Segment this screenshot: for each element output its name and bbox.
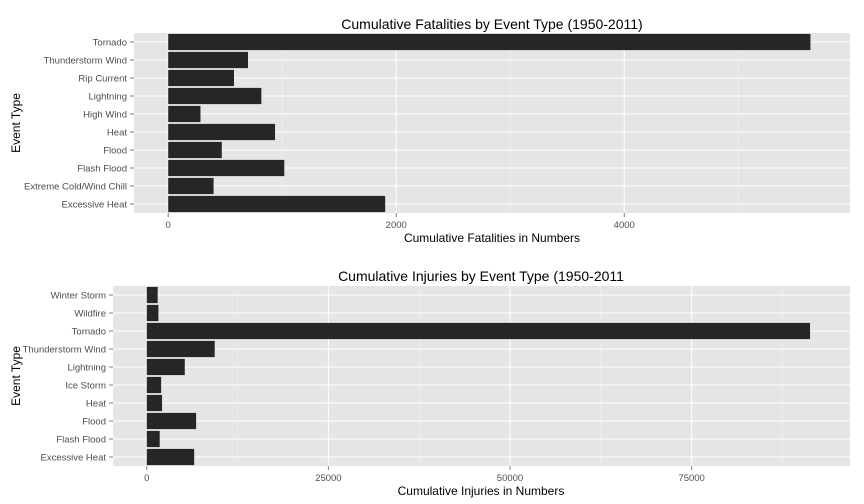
injuries-bars	[146, 286, 811, 466]
bar-high-wind	[168, 105, 201, 123]
injuries-x-tick-labels: 0 25000 50000 75000	[144, 466, 705, 484]
injuries-chart-title: Cumulative Injuries by Event Type (1950-…	[338, 268, 624, 284]
fatalities-chart: Cumulative Fatalities by Event Type (195…	[9, 16, 850, 245]
bar-rip-current	[168, 69, 234, 87]
category-label-extreme-cold-wind-chill: Extreme Cold/Wind Chill	[24, 182, 127, 193]
bar-wildfire	[146, 304, 159, 322]
fatalities-chart-title: Cumulative Fatalities by Event Type (195…	[341, 16, 642, 32]
fatalities-y-axis-title: Event Type	[9, 93, 23, 153]
injuries-category-labels: Winter Storm Wildfire Tornado Thunderstorm …	[23, 291, 113, 464]
category-label-thunderstorm-wind: Thunderstorm Wind	[44, 56, 127, 67]
bar-lightning	[168, 87, 262, 105]
category-label-flood: Flood	[82, 417, 106, 428]
x-tick-label: 2000	[386, 220, 407, 231]
category-label-heat: Heat	[107, 128, 127, 139]
x-tick-label: 75000	[678, 473, 704, 484]
x-tick-label: 4000	[614, 220, 635, 231]
bar-tornado	[146, 322, 811, 340]
category-label-flash-flood: Flash Flood	[77, 164, 127, 175]
category-label-flash-flood: Flash Flood	[56, 435, 106, 446]
x-tick-label: 50000	[497, 473, 523, 484]
category-label-heat: Heat	[86, 399, 106, 410]
bar-flash-flood	[146, 430, 160, 448]
category-label-wildfire: Wildfire	[74, 309, 106, 320]
bar-heat	[168, 123, 276, 141]
category-label-winter-storm: Winter Storm	[51, 291, 107, 302]
injuries-x-axis-title: Cumulative Injuries in Numbers	[398, 484, 565, 498]
x-tick-label: 0	[166, 220, 171, 231]
category-label-tornado: Tornado	[93, 38, 127, 49]
category-label-flood: Flood	[103, 146, 127, 157]
category-label-excessive-heat: Excessive Heat	[62, 200, 128, 211]
bar-extreme-cold-wind-chill	[168, 177, 214, 195]
x-tick-label: 25000	[315, 473, 341, 484]
fatalities-gridlines	[134, 33, 850, 213]
category-label-lightning: Lightning	[67, 363, 106, 374]
category-label-high-wind: High Wind	[83, 110, 127, 121]
bar-flood	[168, 141, 222, 159]
bar-flash-flood	[168, 159, 285, 177]
injuries-plot-panel	[113, 286, 850, 466]
bar-winter-storm	[146, 286, 158, 304]
injuries-gridlines	[113, 286, 850, 466]
category-label-excessive-heat: Excessive Heat	[41, 453, 107, 464]
bar-excessive-heat	[168, 195, 386, 213]
category-label-tornado: Tornado	[72, 327, 106, 338]
bar-flood	[146, 412, 197, 430]
fatalities-plot-panel	[134, 33, 850, 213]
category-label-ice-storm: Ice Storm	[65, 381, 106, 392]
fatalities-bars	[168, 33, 811, 213]
fatalities-x-axis-title: Cumulative Fatalities in Numbers	[404, 231, 580, 245]
bar-ice-storm	[146, 376, 162, 394]
category-label-rip-current: Rip Current	[78, 74, 127, 85]
injuries-chart: Cumulative Injuries by Event Type (1950-…	[9, 268, 850, 498]
category-label-thunderstorm-wind: Thunderstorm Wind	[23, 345, 106, 356]
category-label-lightning: Lightning	[88, 92, 127, 103]
x-tick-label: 0	[144, 473, 149, 484]
bar-lightning	[146, 358, 185, 376]
bar-thunderstorm-wind	[168, 51, 249, 69]
fatalities-x-tick-labels: 0 2000 4000	[166, 213, 635, 231]
injuries-y-axis-title: Event Type	[9, 346, 23, 406]
bar-thunderstorm-wind	[146, 340, 215, 358]
bar-heat	[146, 394, 163, 412]
bar-excessive-heat	[146, 448, 195, 466]
fatalities-category-labels: Tornado Thunderstorm Wind Rip Current Light…	[24, 38, 134, 211]
bar-tornado	[168, 33, 811, 51]
